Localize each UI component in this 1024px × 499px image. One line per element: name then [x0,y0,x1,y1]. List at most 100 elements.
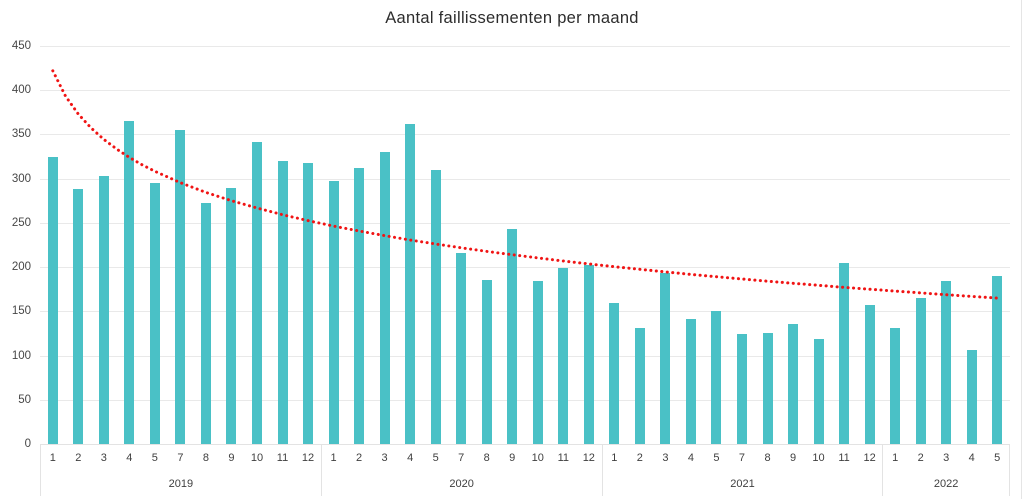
y-tick-label: 250 [11,216,31,229]
bar-2020-10[interactable] [532,281,543,444]
month-tick-label: 1 [892,452,899,464]
bar-2019-3[interactable] [98,176,109,444]
y-tick-label: 100 [11,349,31,362]
y-tick-label: 350 [11,128,31,141]
month-tick-label: 4 [968,452,975,464]
bar-2021-1[interactable] [609,302,620,444]
bar-2022-4[interactable] [966,350,977,444]
year-section-2020: 2020 [320,445,602,496]
month-tick-label: 7 [738,452,746,464]
plot-area [40,46,1010,444]
month-tick-label: 2 [75,452,82,464]
gridline-150 [40,311,1010,313]
month-tick-label: 8 [483,452,490,464]
bar-2019-12[interactable] [303,162,314,444]
month-tick-label: 2 [636,452,643,464]
gridline-400 [40,90,1010,92]
bar-2021-9[interactable] [788,323,799,444]
month-tick-label: 9 [509,452,516,464]
bar-2019-2[interactable] [73,189,84,444]
bar-2022-2[interactable] [915,298,926,444]
bar-2019-5[interactable] [149,183,160,444]
chart-title: Aantal faillissementen per maand [385,9,639,27]
month-tick-label: 12 [301,452,315,464]
bar-2020-9[interactable] [507,229,518,444]
bar-2022-1[interactable] [890,328,901,444]
month-tick-label: 5 [432,452,439,464]
month-tick-label: 4 [687,452,694,464]
page-right-border [1021,0,1022,499]
month-tick-label: 10 [531,452,544,464]
y-tick-label: 200 [11,261,31,274]
bar-2019-9[interactable] [226,188,237,444]
month-tick-label: 2 [917,452,924,464]
bar-2022-3[interactable] [941,281,952,444]
month-tick-label: 5 [151,452,158,464]
bar-2020-11[interactable] [558,268,569,444]
bar-2021-5[interactable] [711,311,722,444]
bar-2020-7[interactable] [456,252,467,444]
bar-2020-8[interactable] [481,279,492,444]
month-tick-label: 7 [458,452,465,464]
bar-2022-5[interactable] [992,275,1003,444]
gridline-350 [40,134,1010,136]
bar-2021-7[interactable] [736,334,747,444]
month-tick-label: 9 [228,452,235,464]
gridline-300 [40,178,1010,180]
month-tick-label: 4 [407,452,414,464]
bar-2019-7[interactable] [175,130,186,444]
gridline-200 [40,267,1010,269]
month-tick-label: 12 [582,452,595,464]
month-tick-label: 1 [49,452,56,464]
month-tick-label: 8 [202,452,209,464]
year-label: 2021 [730,478,755,490]
month-tick-label: 7 [177,452,184,464]
y-axis-labels: 0 50 100 150 200 250 300 350 400 450 [0,40,36,450]
month-tick-label: 4 [126,452,133,464]
y-tick-label: 400 [11,84,31,97]
month-tick-label: 3 [100,452,107,464]
bar-2019-10[interactable] [251,142,262,444]
y-tick-label: 300 [11,172,31,185]
bar-2021-10[interactable] [813,338,824,444]
y-tick-label: 0 [24,438,31,450]
year-section-2022: 2022 [882,445,1010,496]
bar-2020-4[interactable] [405,123,416,444]
bar-2021-3[interactable] [660,273,671,444]
month-tick-label: 5 [713,452,720,464]
month-tick-label: 3 [381,452,388,464]
trendline [51,69,999,300]
month-tick-label: 3 [943,452,950,464]
bar-2021-12[interactable] [864,305,875,444]
month-tick-label: 10 [250,452,264,464]
bar-2020-5[interactable] [430,169,441,444]
month-tick-label: 3 [662,452,669,464]
bar-2019-4[interactable] [124,121,135,444]
year-label: 2019 [168,478,194,490]
month-tick-label: 11 [838,452,850,464]
bar-2020-2[interactable] [354,168,365,444]
bar-2021-4[interactable] [685,319,696,444]
month-tick-label: 2 [356,452,363,464]
bar-2019-11[interactable] [277,160,288,444]
gridline-50 [40,399,1010,401]
bar-2021-11[interactable] [839,262,850,444]
year-section-2021: 2021 [601,445,883,496]
y-tick-label: 150 [11,305,31,318]
bar-2020-1[interactable] [328,181,339,444]
bar-2021-2[interactable] [634,328,645,444]
gridline-450 [40,46,1010,47]
month-tick-label: 11 [557,452,569,464]
month-tick-label: 1 [611,452,618,464]
bar-2019-1[interactable] [47,156,58,444]
y-tick-label: 50 [18,393,31,406]
month-tick-label: 1 [330,452,337,464]
bar-2020-12[interactable] [583,265,594,444]
year-section-2019: 2019 [40,445,321,496]
bar-2021-8[interactable] [762,332,773,444]
bar-2020-3[interactable] [379,152,390,444]
bar-2019-8[interactable] [200,202,211,444]
gridline-250 [40,222,1010,224]
month-tick-label: 8 [764,452,771,464]
